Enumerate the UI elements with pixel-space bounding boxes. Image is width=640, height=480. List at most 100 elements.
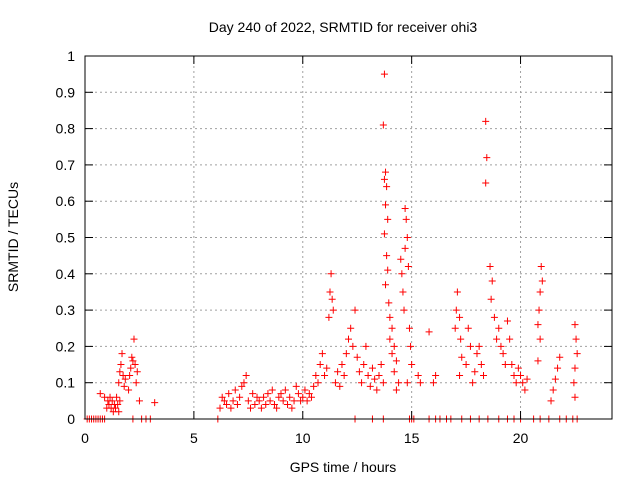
- data-point: [116, 397, 124, 405]
- data-point: [260, 393, 268, 401]
- chart-title: Day 240 of 2022, SRMTID for receiver ohi…: [209, 19, 478, 35]
- x-tick-label: 10: [295, 430, 311, 446]
- data-point: [360, 361, 368, 369]
- data-point: [307, 393, 315, 401]
- data-point: [501, 361, 509, 369]
- data-point: [551, 375, 559, 383]
- data-point: [126, 371, 134, 379]
- data-point: [384, 266, 392, 274]
- data-point: [262, 400, 270, 408]
- data-point: [464, 324, 472, 332]
- data-point: [495, 324, 503, 332]
- data-point: [268, 386, 276, 394]
- data-point: [490, 313, 498, 321]
- data-point: [379, 379, 387, 387]
- data-point: [451, 324, 459, 332]
- data-point: [386, 313, 394, 321]
- data-point: [512, 379, 520, 387]
- data-point: [231, 386, 239, 394]
- data-point: [395, 379, 403, 387]
- data-point: [477, 361, 485, 369]
- data-point: [223, 400, 231, 408]
- data-point: [253, 393, 261, 401]
- data-point: [375, 371, 383, 379]
- data-point: [229, 397, 237, 405]
- data-point: [517, 371, 525, 379]
- x-axis-ticks: 0 5 10 15 20: [81, 56, 529, 446]
- data-point: [388, 324, 396, 332]
- data-point: [392, 357, 400, 365]
- data-point: [130, 335, 138, 343]
- data-point: [326, 288, 334, 296]
- data-point: [379, 121, 387, 129]
- data-point: [125, 386, 133, 394]
- data-point: [115, 379, 123, 387]
- data-point: [131, 361, 139, 369]
- data-point: [536, 335, 544, 343]
- data-point: [398, 270, 406, 278]
- y-tick-label: 0.2: [56, 338, 76, 354]
- data-point: [457, 335, 465, 343]
- data-point: [347, 324, 355, 332]
- data-point: [536, 288, 544, 296]
- data-point: [519, 379, 527, 387]
- data-point: [404, 263, 412, 271]
- data-point: [554, 364, 562, 372]
- data-point: [380, 175, 388, 183]
- y-tick-label: 0: [67, 411, 75, 427]
- y-tick-label: 0.5: [56, 230, 76, 246]
- data-point: [331, 379, 339, 387]
- y-tick-label: 1: [67, 48, 75, 64]
- data-point: [106, 393, 114, 401]
- data-point: [400, 306, 408, 314]
- data-point: [233, 400, 241, 408]
- data-point: [386, 335, 394, 343]
- data-point: [220, 397, 228, 405]
- data-point: [242, 371, 250, 379]
- data-point: [390, 368, 398, 376]
- data-point: [244, 397, 252, 405]
- x-tick-label: 15: [404, 430, 420, 446]
- data-point: [385, 299, 393, 307]
- data-point: [111, 404, 119, 412]
- data-point: [523, 375, 531, 383]
- data-point: [270, 400, 278, 408]
- data-point: [521, 386, 529, 394]
- data-points: [83, 70, 581, 423]
- data-point: [382, 201, 390, 209]
- data-point: [425, 328, 433, 336]
- data-point: [371, 375, 379, 383]
- x-tick-label: 20: [513, 430, 529, 446]
- data-point: [571, 364, 579, 372]
- data-point: [275, 393, 283, 401]
- data-point: [135, 397, 143, 405]
- y-axis-label: SRMTID / TECUs: [5, 182, 21, 292]
- data-point: [301, 386, 309, 394]
- data-point: [351, 306, 359, 314]
- data-point: [399, 288, 407, 296]
- data-point: [377, 361, 385, 369]
- data-point: [116, 368, 124, 376]
- data-point: [380, 230, 388, 238]
- data-point: [572, 335, 580, 343]
- data-point: [113, 393, 121, 401]
- data-point: [358, 379, 366, 387]
- data-point: [469, 379, 477, 387]
- data-point: [318, 350, 326, 358]
- data-point: [120, 382, 128, 390]
- data-point: [288, 404, 296, 412]
- data-point: [475, 342, 483, 350]
- data-point: [397, 255, 405, 263]
- plot-frame: [84, 55, 613, 420]
- data-point: [297, 397, 305, 405]
- data-point: [336, 382, 344, 390]
- data-point: [321, 371, 329, 379]
- data-point: [238, 382, 246, 390]
- data-point: [402, 215, 410, 223]
- data-point: [249, 390, 257, 398]
- data-point: [366, 382, 374, 390]
- data-point: [114, 400, 122, 408]
- data-point: [364, 371, 372, 379]
- data-point: [506, 335, 514, 343]
- data-point: [488, 277, 496, 285]
